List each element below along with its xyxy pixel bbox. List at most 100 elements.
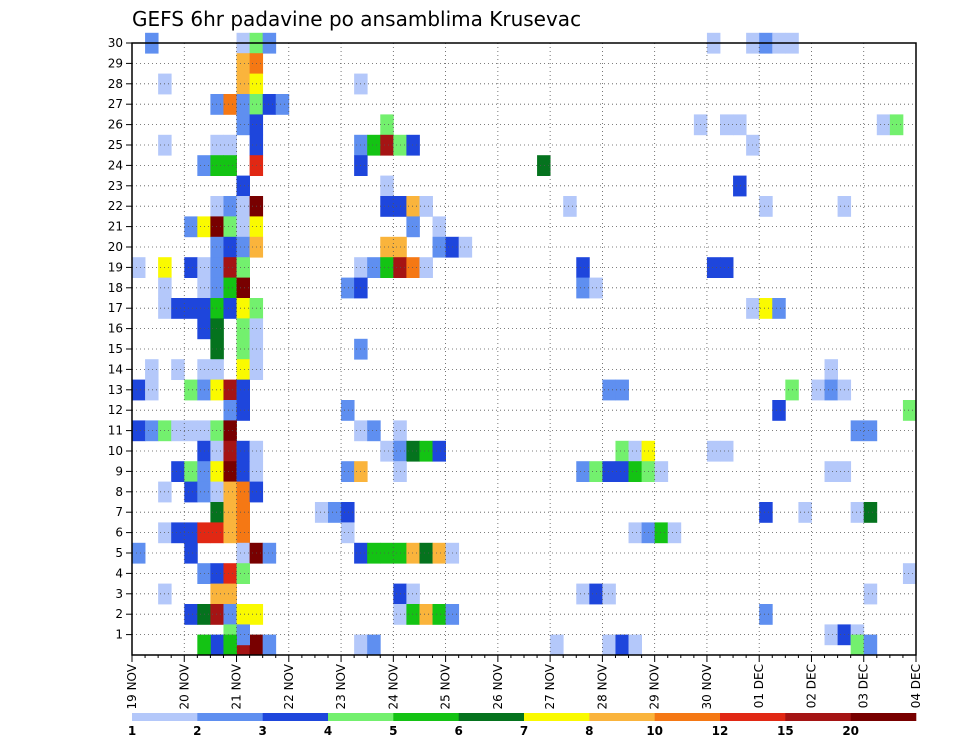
heat-cell xyxy=(171,461,185,482)
heat-cell xyxy=(171,522,185,544)
x-tick-label: 01 DEC xyxy=(752,664,766,708)
heat-cell xyxy=(380,134,394,156)
heat-cell xyxy=(184,461,198,482)
heat-cell xyxy=(210,461,224,482)
heat-cell xyxy=(314,502,329,523)
heat-cell xyxy=(863,420,878,442)
heat-cell xyxy=(236,400,250,421)
heat-cell xyxy=(367,257,381,278)
heat-cell xyxy=(210,134,224,156)
heat-cell xyxy=(184,604,198,625)
heat-cell xyxy=(210,420,224,442)
heat-cell xyxy=(576,461,590,482)
heat-cell xyxy=(223,298,237,319)
colorbar-swatch xyxy=(654,713,721,721)
heat-cell xyxy=(824,359,838,380)
y-tick-label: 24 xyxy=(108,158,123,172)
heat-cell xyxy=(236,338,250,360)
heat-cell xyxy=(615,461,629,482)
x-tick-label: 27 NOV xyxy=(543,663,557,709)
heat-cell xyxy=(733,114,747,136)
heat-cell xyxy=(576,257,590,278)
heat-cell xyxy=(236,440,250,462)
x-tick-label: 20 NOV xyxy=(177,663,191,709)
heat-cell xyxy=(223,440,237,462)
colorbar-label: 7 xyxy=(520,724,528,738)
y-tick-label: 4 xyxy=(115,566,123,580)
x-tick-label: 02 DEC xyxy=(804,664,818,708)
heat-cell xyxy=(850,502,865,523)
colorbar-swatch xyxy=(850,713,917,721)
x-tick-label: 19 NOV xyxy=(125,663,139,709)
heat-cell xyxy=(406,604,420,625)
heat-cell xyxy=(236,257,250,278)
heat-cell xyxy=(236,542,250,564)
y-tick-label: 11 xyxy=(108,424,123,438)
heat-cell xyxy=(249,634,264,656)
chart-title: GEFS 6hr padavine po ansamblima Krusevac xyxy=(132,7,581,31)
heat-cell xyxy=(236,461,250,482)
heat-cell xyxy=(184,522,198,544)
heat-cell xyxy=(210,216,224,238)
colorbar: 1 2 3 4 5 6 7 8 10 12 15 20 xyxy=(128,713,917,738)
heat-cell xyxy=(223,604,237,625)
x-tick-label: 30 NOV xyxy=(700,663,714,709)
heat-cell xyxy=(236,298,250,319)
heat-cell xyxy=(432,440,446,462)
y-tick-label: 6 xyxy=(115,526,123,540)
heat-cell xyxy=(380,175,394,197)
colorbar-label: 20 xyxy=(842,724,859,738)
heat-cell xyxy=(223,481,237,503)
heat-cell xyxy=(850,634,865,656)
heat-cell xyxy=(380,236,394,258)
y-tick-label: 16 xyxy=(108,322,123,336)
heat-cell xyxy=(419,604,433,625)
heat-cell xyxy=(628,522,642,544)
heat-cell xyxy=(210,359,224,380)
heat-cell xyxy=(223,502,237,523)
heat-cell xyxy=(236,604,250,625)
heat-cell xyxy=(184,298,198,319)
heat-cell xyxy=(380,440,394,462)
heat-cell xyxy=(720,440,734,462)
heat-cell xyxy=(223,583,237,605)
heat-cell xyxy=(706,440,721,462)
x-tick-label: 26 NOV xyxy=(491,663,505,709)
heat-cell xyxy=(406,216,420,238)
heat-cell xyxy=(184,481,198,503)
heat-cell xyxy=(341,400,355,421)
heat-cell xyxy=(210,155,224,176)
heat-cell xyxy=(850,420,865,442)
heat-cell xyxy=(210,338,224,360)
heat-cell xyxy=(406,583,420,605)
heat-cell xyxy=(236,318,250,340)
heat-cell xyxy=(615,440,629,462)
heat-cell xyxy=(615,634,629,656)
heat-cell xyxy=(733,175,747,197)
heat-cell xyxy=(537,155,551,176)
heat-cell xyxy=(706,257,721,278)
heat-cell xyxy=(811,379,825,401)
heat-cell xyxy=(210,298,224,319)
colorbar-label: 12 xyxy=(712,724,729,738)
y-tick-label: 19 xyxy=(108,260,123,274)
y-tick-label: 20 xyxy=(108,240,123,254)
heat-cell xyxy=(563,196,577,217)
y-tick-label: 29 xyxy=(108,56,123,70)
heat-cell xyxy=(236,624,250,646)
heat-cell xyxy=(759,604,773,625)
colorbar-label: 8 xyxy=(585,724,593,738)
heat-cell xyxy=(210,583,224,605)
heat-cell xyxy=(824,461,838,482)
heat-cell xyxy=(432,216,446,238)
heat-cell xyxy=(223,257,237,278)
x-tick-label: 28 NOV xyxy=(595,663,609,709)
y-tick-label: 23 xyxy=(108,179,123,193)
y-tick-label: 25 xyxy=(108,138,123,152)
colorbar-swatch xyxy=(524,713,590,721)
heat-cell xyxy=(197,634,211,656)
y-tick-label: 8 xyxy=(115,485,123,499)
heat-cell xyxy=(628,634,642,656)
heat-cell xyxy=(210,604,224,625)
heat-cell xyxy=(863,583,878,605)
